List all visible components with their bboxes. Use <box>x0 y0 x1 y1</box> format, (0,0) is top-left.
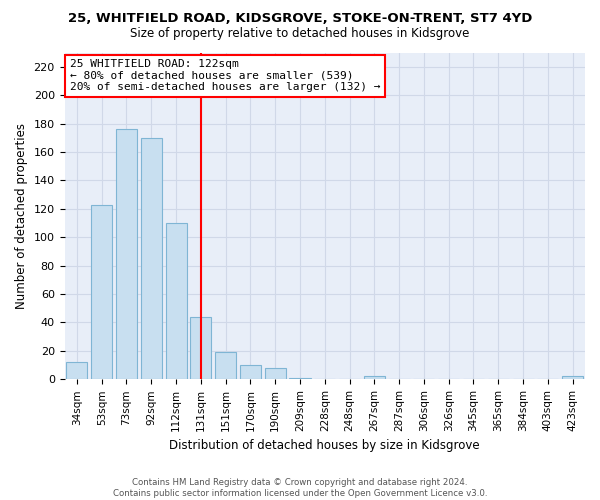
Bar <box>265 368 286 380</box>
Bar <box>240 365 261 380</box>
Bar <box>190 317 211 380</box>
Bar <box>364 376 385 380</box>
Bar <box>67 362 88 380</box>
Y-axis label: Number of detached properties: Number of detached properties <box>15 123 28 309</box>
Text: 25 WHITFIELD ROAD: 122sqm
← 80% of detached houses are smaller (539)
20% of semi: 25 WHITFIELD ROAD: 122sqm ← 80% of detac… <box>70 59 380 92</box>
Bar <box>141 138 162 380</box>
Bar <box>562 376 583 380</box>
Bar <box>166 223 187 380</box>
Text: Contains HM Land Registry data © Crown copyright and database right 2024.
Contai: Contains HM Land Registry data © Crown c… <box>113 478 487 498</box>
Bar <box>289 378 311 380</box>
Bar <box>91 204 112 380</box>
Text: 25, WHITFIELD ROAD, KIDSGROVE, STOKE-ON-TRENT, ST7 4YD: 25, WHITFIELD ROAD, KIDSGROVE, STOKE-ON-… <box>68 12 532 26</box>
Bar <box>215 352 236 380</box>
X-axis label: Distribution of detached houses by size in Kidsgrove: Distribution of detached houses by size … <box>169 440 480 452</box>
Bar <box>116 129 137 380</box>
Text: Size of property relative to detached houses in Kidsgrove: Size of property relative to detached ho… <box>130 28 470 40</box>
